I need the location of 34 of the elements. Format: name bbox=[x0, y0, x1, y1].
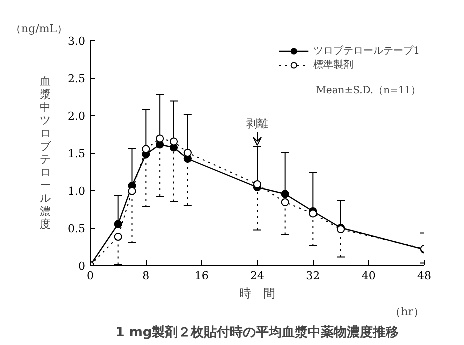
point bbox=[156, 134, 164, 143]
x-tick-label: 0 bbox=[87, 270, 94, 282]
annotation: 剥離 bbox=[246, 118, 268, 130]
y-tick-label: 2.5 bbox=[68, 72, 86, 86]
y-tick-label: 0 bbox=[78, 260, 86, 273]
x-tick-label: 32 bbox=[306, 270, 320, 282]
y-tick-label: 1.0 bbox=[68, 185, 86, 198]
point bbox=[184, 149, 192, 157]
text: 1 mg製剤２枚貼付時の平均血漿中薬物濃度推移 bbox=[116, 324, 400, 340]
text: （hr） bbox=[390, 306, 424, 318]
point bbox=[114, 233, 122, 241]
text: （ng/mL） bbox=[10, 22, 68, 36]
point bbox=[142, 145, 150, 154]
text: 血漿中ツロブテロール濃度 bbox=[40, 75, 52, 231]
y-tick-label: 0.5 bbox=[68, 222, 86, 236]
annotation: Mean±S.D.（n=11） bbox=[316, 86, 422, 96]
point bbox=[309, 210, 318, 218]
y-tick-label: 1.5 bbox=[68, 148, 86, 160]
x-tick-label: 8 bbox=[142, 270, 150, 282]
x-tick-label: 24 bbox=[250, 270, 264, 282]
y-tick-label: 3.0 bbox=[68, 35, 86, 48]
point bbox=[254, 180, 262, 188]
x-tick-label: 40 bbox=[362, 270, 376, 282]
point bbox=[170, 138, 178, 146]
point bbox=[128, 187, 136, 196]
x-tick-label: 16 bbox=[194, 270, 209, 282]
y-tick-label: 2.0 bbox=[68, 110, 86, 123]
legend-label: ツロブテロールテープ1 bbox=[314, 44, 420, 58]
x-tick-label: 48 bbox=[418, 270, 432, 282]
point bbox=[281, 190, 290, 198]
point bbox=[114, 220, 122, 228]
legend-label: 標準製剤 bbox=[314, 58, 354, 72]
x-axis-title: 時 間 bbox=[240, 286, 276, 300]
point bbox=[281, 198, 290, 206]
